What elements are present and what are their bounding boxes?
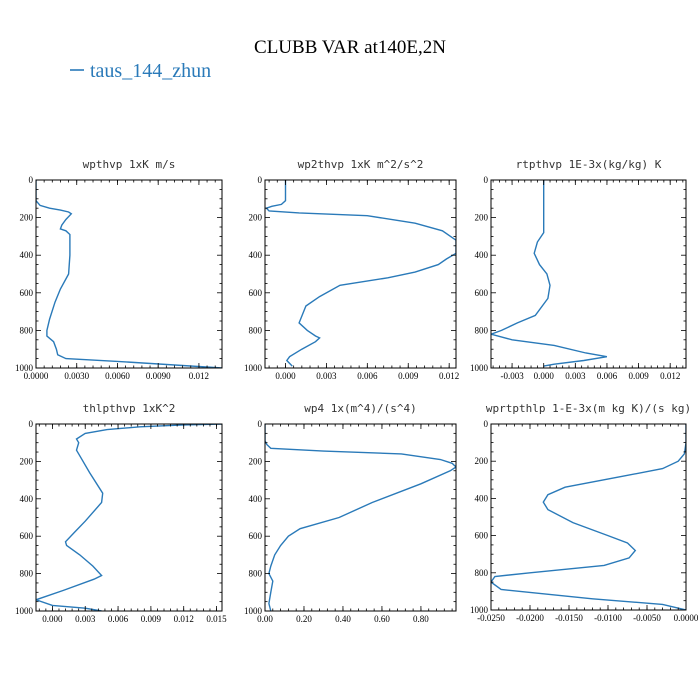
x-tick-label: 0.20 [296,614,312,624]
y-tick-label: 800 [249,325,263,335]
x-tick-label: 0.0000 [24,371,49,381]
x-tick-label: 0.009 [398,371,419,381]
subplot-3: rtpthvp 1E-3x(kg/kg) K 0 200 400 600 800 1000 -… [470,158,687,381]
series-line [265,424,456,611]
y-tick-label: 600 [249,288,263,298]
y-tick-label: 1000 [244,363,263,373]
y-tick-label: 200 [249,456,263,466]
y-tick-label: 800 [475,568,489,578]
x-tick-label: 0.00 [257,614,273,624]
y-tick-label: 800 [475,325,489,335]
y-tick-label: 400 [475,493,489,503]
y-tick-label: 400 [249,494,263,504]
x-tick-label: 0.0060 [105,371,130,381]
x-tick-label: 0.003 [75,614,96,624]
subplot-2: wp2thvp 1xK m^2/s^2 0 200 400 600 800 1000 0.00… [244,158,459,381]
y-tick-label: 600 [249,531,263,541]
series-line [265,180,456,367]
y-tick-label: 1000 [470,363,489,373]
x-tick-label: 0.003 [316,371,337,381]
x-tick-label: -0.003 [500,371,524,381]
x-tick-label: 0.0090 [146,371,171,381]
x-tick-label: 0.003 [565,371,586,381]
y-tick-label: 1000 [244,606,263,616]
y-tick-label: 400 [249,250,263,260]
y-tick-label: 600 [475,531,489,541]
x-tick-label: 0.012 [174,614,194,624]
y-tick-label: 200 [20,213,34,223]
subplot-title: thlpthvp 1xK^2 [83,402,176,415]
x-tick-label: -0.0100 [594,613,622,623]
x-tick-label: 0.012 [660,371,680,381]
subplot-axes-frame [35,179,223,369]
x-tick-label: 0.006 [597,371,618,381]
subplot-title: rtpthvp 1E-3x(kg/kg) K [516,158,662,171]
subplot-title: wp4 1x(m^4)/(s^4) [304,402,417,415]
y-tick-label: 400 [20,494,34,504]
y-tick-label: 800 [249,569,263,579]
x-tick-label: 0.0000 [674,613,699,623]
y-tick-label: 1000 [470,605,489,615]
y-tick-label: 0 [484,419,489,429]
series-line [491,424,686,610]
subplot-title: wprtpthlp 1-E-3x(m kg K)/(s kg) [486,402,691,415]
x-tick-label: 0.012 [189,371,209,381]
y-tick-label: 1000 [15,363,34,373]
subplot-title: wp2thvp 1xK m^2/s^2 [298,158,424,171]
legend: taus_144_zhun [70,60,211,82]
legend-label: taus_144_zhun [90,60,211,82]
x-tick-label: 0.006 [108,614,129,624]
subplot-4: thlpthvp 1xK^2 0 200 400 600 800 1000 0.000 0.00… [15,402,227,624]
y-tick-label: 800 [20,569,34,579]
y-tick-label: 200 [475,456,489,466]
x-tick-label: 0.60 [374,614,390,624]
x-tick-label: 0.012 [439,371,459,381]
y-tick-label: 0 [29,175,34,185]
x-tick-label: 0.40 [335,614,351,624]
x-tick-label: 0.000 [534,371,555,381]
subplot-axes-frame [490,179,687,369]
y-tick-label: 600 [20,288,34,298]
x-tick-label: 0.009 [628,371,649,381]
x-tick-label: -0.0200 [516,613,544,623]
y-tick-label: 600 [20,531,34,541]
x-tick-label: -0.0050 [633,613,661,623]
y-tick-label: 200 [249,213,263,223]
y-tick-label: 400 [475,250,489,260]
series-line [36,424,222,611]
series-line [36,180,222,368]
y-tick-label: 200 [475,213,489,223]
y-tick-label: 400 [20,250,34,260]
subplot-axes-frame [264,179,457,369]
x-tick-label: 0.0030 [64,371,89,381]
x-tick-label: -0.0150 [555,613,583,623]
subplot-6: wprtpthlp 1-E-3x(m kg K)/(s kg) 0 200 400 60… [470,402,699,623]
y-tick-label: 0 [484,175,489,185]
y-tick-label: 1000 [15,606,34,616]
x-tick-label: 0.000 [275,371,296,381]
x-tick-label: -0.0250 [477,613,505,623]
series-line [491,180,608,367]
y-tick-label: 0 [258,175,263,185]
subplot-title: wpthvp 1xK m/s [83,158,176,171]
y-tick-label: 0 [258,419,263,429]
y-tick-label: 0 [29,419,34,429]
x-tick-label: 0.000 [42,614,63,624]
y-tick-label: 600 [475,288,489,298]
x-tick-label: 0.015 [206,614,227,624]
y-tick-label: 200 [20,456,34,466]
x-tick-label: 0.80 [413,614,429,624]
y-tick-label: 800 [20,325,34,335]
subplot-axes-frame [35,423,223,612]
x-tick-label: 0.006 [357,371,378,381]
figure-title: CLUBB VAR at140E,2N [254,37,446,58]
x-tick-label: 0.009 [141,614,162,624]
subplot-axes-frame [490,423,687,611]
